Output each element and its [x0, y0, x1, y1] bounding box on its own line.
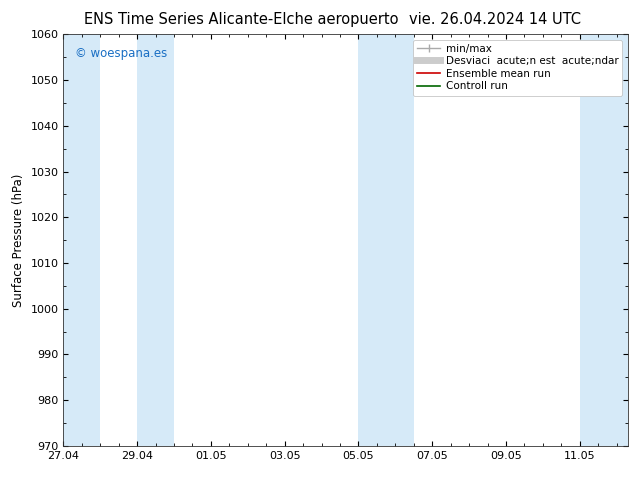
Text: © woespana.es: © woespana.es: [75, 47, 167, 60]
Bar: [63, 34, 100, 446]
Bar: [137, 34, 174, 446]
Legend: min/max, Desviaci  acute;n est  acute;ndar, Ensemble mean run, Controll run: min/max, Desviaci acute;n est acute;ndar…: [413, 40, 623, 96]
Text: vie. 26.04.2024 14 UTC: vie. 26.04.2024 14 UTC: [408, 12, 581, 27]
Y-axis label: Surface Pressure (hPa): Surface Pressure (hPa): [12, 173, 25, 307]
Text: ENS Time Series Alicante-Elche aeropuerto: ENS Time Series Alicante-Elche aeropuert…: [84, 12, 398, 27]
Bar: [358, 34, 414, 446]
Bar: [579, 34, 628, 446]
